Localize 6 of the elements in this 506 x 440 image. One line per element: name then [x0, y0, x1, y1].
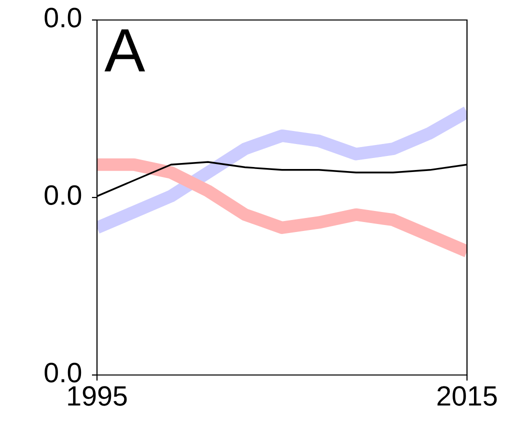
text: 0.0 [44, 8, 82, 28]
text: A [104, 29, 146, 72]
x-tick-label: 1995 [68, 386, 127, 406]
text: 0.0 [44, 362, 82, 382]
x-tick-label: 2015 [438, 386, 497, 406]
text: 0.0 [44, 185, 82, 205]
